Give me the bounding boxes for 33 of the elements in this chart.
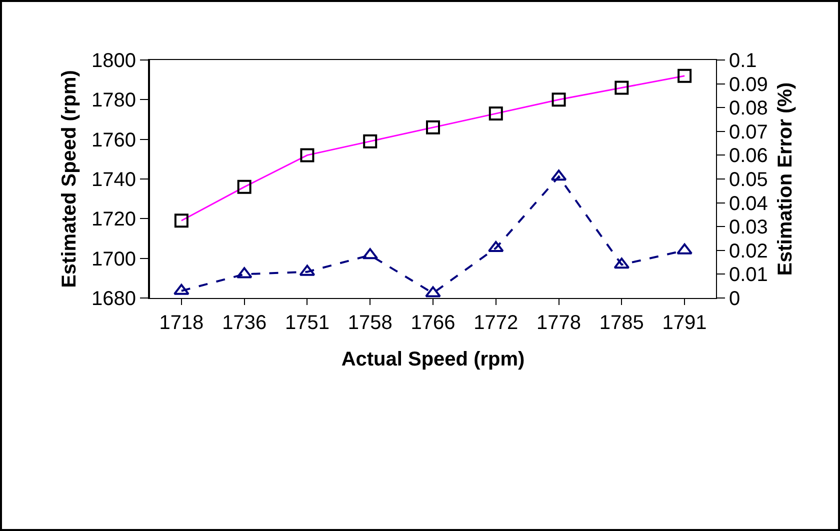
y-tick-label: 1680 xyxy=(92,288,136,310)
y2-tick-label: 0.03 xyxy=(729,216,768,239)
x-tick-label: 1751 xyxy=(284,312,330,334)
y-tick-label: 1800 xyxy=(92,50,136,72)
x-tick-label: 1766 xyxy=(410,312,456,334)
y2-tick-label: 0.08 xyxy=(729,98,768,120)
y2-axis-title: Estimation Error (%) xyxy=(774,82,796,276)
y2-tick-label: 0 xyxy=(729,288,740,310)
y-tick-label: 1720 xyxy=(92,208,136,231)
y2-tick-label: 0.02 xyxy=(729,240,768,262)
x-tick-label: 1785 xyxy=(599,312,644,334)
y2-tick-label: 0.05 xyxy=(729,169,768,191)
y2-tick-label: 0.04 xyxy=(729,192,768,215)
y2-tick-label: 0.07 xyxy=(729,121,768,144)
x-tick-label: 1718 xyxy=(159,312,204,334)
x-tick-label: 1772 xyxy=(474,312,518,334)
y-tick-label: 1760 xyxy=(92,129,136,152)
point xyxy=(425,286,441,298)
x-tick-label: 1758 xyxy=(348,312,392,334)
point xyxy=(174,284,190,295)
y-axis-title: Estimated Speed (rpm) xyxy=(58,70,80,288)
y2-tick-label: 0.09 xyxy=(729,74,768,96)
x-tick-label: 1778 xyxy=(536,312,582,334)
x-tick-label: 1736 xyxy=(222,312,267,334)
y2-tick-label: 0.06 xyxy=(729,145,768,168)
x-axis-title: Actual Speed (rpm) xyxy=(341,348,525,370)
x-tick-label: 1791 xyxy=(662,312,707,334)
y2-tick-label: 0.1 xyxy=(729,50,757,72)
y-tick-label: 1700 xyxy=(92,248,136,270)
y-tick-label: 1740 xyxy=(92,169,136,191)
point xyxy=(676,243,692,254)
y2-tick-label: 0.01 xyxy=(729,264,768,286)
y-tick-label: 1780 xyxy=(92,90,136,112)
